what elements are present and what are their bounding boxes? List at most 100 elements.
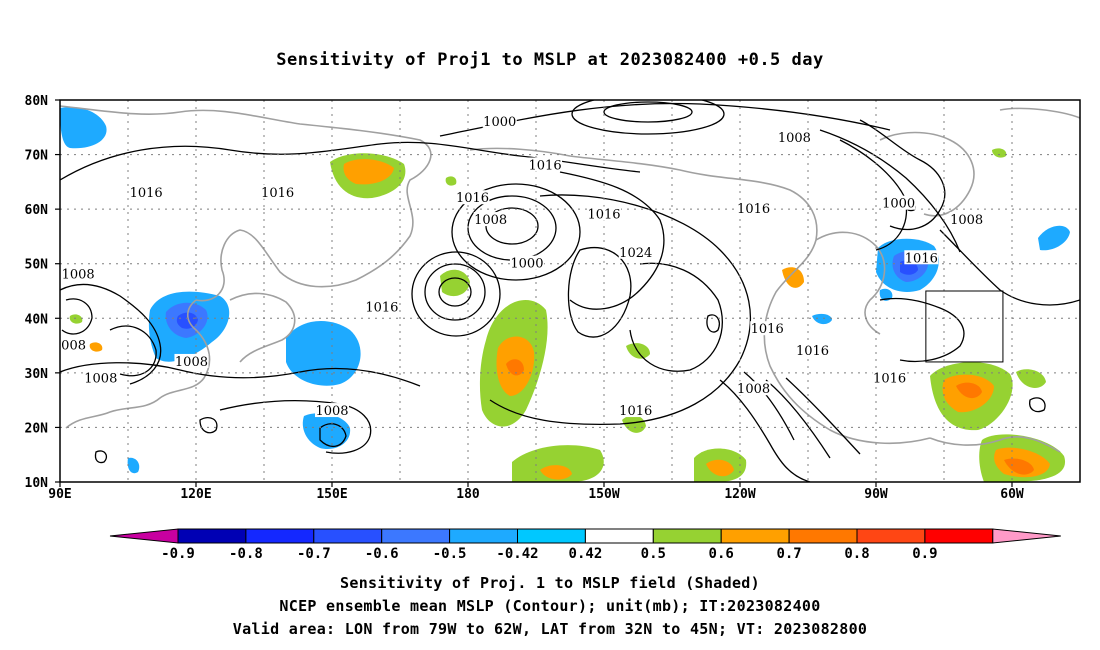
mslp-contours [60,100,1080,482]
colorbar-high-extension [992,528,1061,544]
contour-label: 1008 [62,268,95,283]
map-frame [59,99,1081,483]
map-plot-area [60,100,1080,482]
contour-label-bg [509,255,544,270]
contour-label-bg [881,195,916,210]
contour-label-bg [174,353,209,368]
colorbar-segment [924,528,994,544]
colorbar-tick-label: 0.42 [569,546,603,562]
colorbar-tick-label: -0.6 [365,546,399,562]
contour-label-bg [618,244,653,259]
colorbar-tick-label: 0.5 [641,546,666,562]
contour-label: 1008 [84,371,117,386]
contour-label-bg [83,370,118,385]
contour-label-bg [736,381,771,396]
contour-labels: 1000 1008 1016 1000 1008 1016 1016 1016 1008 1016… [60,113,984,419]
contour-label-bg [777,130,812,145]
lon-tick-label: 180 [456,487,480,502]
lon-tick-label: 150E [316,487,347,502]
caption-line-2: NCEP ensemble mean MSLP (Contour); unit(… [279,597,821,615]
lat-tick-label: 80N [25,94,49,109]
contour-label: 1024 [619,246,652,261]
colorbar: -0.9 -0.8 -0.7 -0.6 -0.5 -0.42 0.42 0.5 0.6 0.7 0.… [109,528,1061,562]
lon-tick-label: 150W [588,487,619,502]
contour-label-bg [61,266,96,281]
gridlines [60,100,1080,482]
colorbar-segment [788,528,858,544]
caption-line-1: Sensitivity of Proj. 1 to MSLP field (Sh… [340,574,760,592]
colorbar-tick-label: 0.8 [844,546,869,562]
contour-label: 1008 [315,404,348,419]
colorbar-tick-label: -0.42 [496,546,538,562]
contour-label-bg [587,206,621,221]
colorbar-tick-label: -0.9 [161,546,195,562]
contour-label-bg [315,403,349,418]
contour-label-bg [618,403,653,418]
lat-tick-label: 10N [25,476,49,491]
contour-label-bg [364,299,399,314]
colorbar-low-extension [109,528,179,544]
latitude-axis: 80N 70N 60N 50N 40N 30N 20N 10N [25,94,60,491]
contour-label: 1016 [365,300,398,315]
lat-tick-label: 70N [25,149,49,164]
colorbar-segment [652,528,722,544]
contour-label: 1008 [778,131,811,146]
lon-tick-label: 90E [48,487,71,502]
lon-tick-label: 90W [864,487,888,502]
map-title: Sensitivity of Proj1 to MSLP at 20230824… [276,50,824,70]
contour-label-bg [129,184,164,199]
colorbar-tick-label: -0.8 [229,546,263,562]
contour-label: 1000 [882,197,915,212]
contour-label-bg [736,201,771,216]
contour-label: 1008 [175,355,208,370]
coastlines [60,105,1080,453]
contour-label: 1016 [619,404,652,419]
positive-sensitivity-shading [69,148,1066,482]
contour-label: 1016 [529,158,562,173]
contour-label: 1016 [796,344,829,359]
colorbar-tick-label: 0.9 [912,546,937,562]
contour-label: 1016 [130,186,163,201]
contour-label-bg [795,343,830,358]
contour-label-bg [872,370,907,385]
contour-label: 1008 [474,213,507,228]
colorbar-segment [381,528,451,544]
contour-label-bg [60,337,87,352]
colorbar-segment [856,528,926,544]
contour-label-bg [528,157,563,172]
lon-tick-label: 120W [724,487,755,502]
contour-label-bg [750,321,785,336]
contour-label: 008 [61,339,86,354]
lat-tick-label: 50N [25,258,49,273]
contour-label-bg [455,190,490,205]
contour-label: 1008 [737,382,770,397]
contour-label-bg [904,250,939,265]
contour-label: 1000 [510,257,543,272]
lat-tick-label: 60N [25,203,49,218]
contour-label-bg [260,184,295,199]
contour-label: 1016 [456,191,489,206]
valid-area-box [925,290,1004,363]
contour-label: 1016 [261,186,294,201]
contour-label: 1016 [737,202,770,217]
colorbar-segment [313,528,383,544]
contour-label-bg [949,212,984,227]
contour-label-bg [473,212,508,227]
contour-label-bg [482,113,517,128]
contour-label: 1000 [483,115,516,130]
colorbar-segment [177,528,247,544]
lat-tick-label: 30N [25,367,49,382]
caption-line-3: Valid area: LON from 79W to 62W, LAT fro… [232,620,868,638]
negative-sensitivity-shading [60,106,1070,474]
colorbar-tick-label: 0.7 [776,546,801,562]
colorbar-segment [245,528,315,544]
contour-label: 1016 [905,251,938,266]
contour-label: 1016 [873,371,906,386]
colorbar-segment [584,528,654,544]
lon-tick-label: 120E [180,487,211,502]
colorbar-tick-label: -0.5 [433,546,467,562]
contour-label: 1016 [587,208,620,223]
colorbar-segment [449,528,519,544]
colorbar-tick-label: -0.7 [297,546,331,562]
